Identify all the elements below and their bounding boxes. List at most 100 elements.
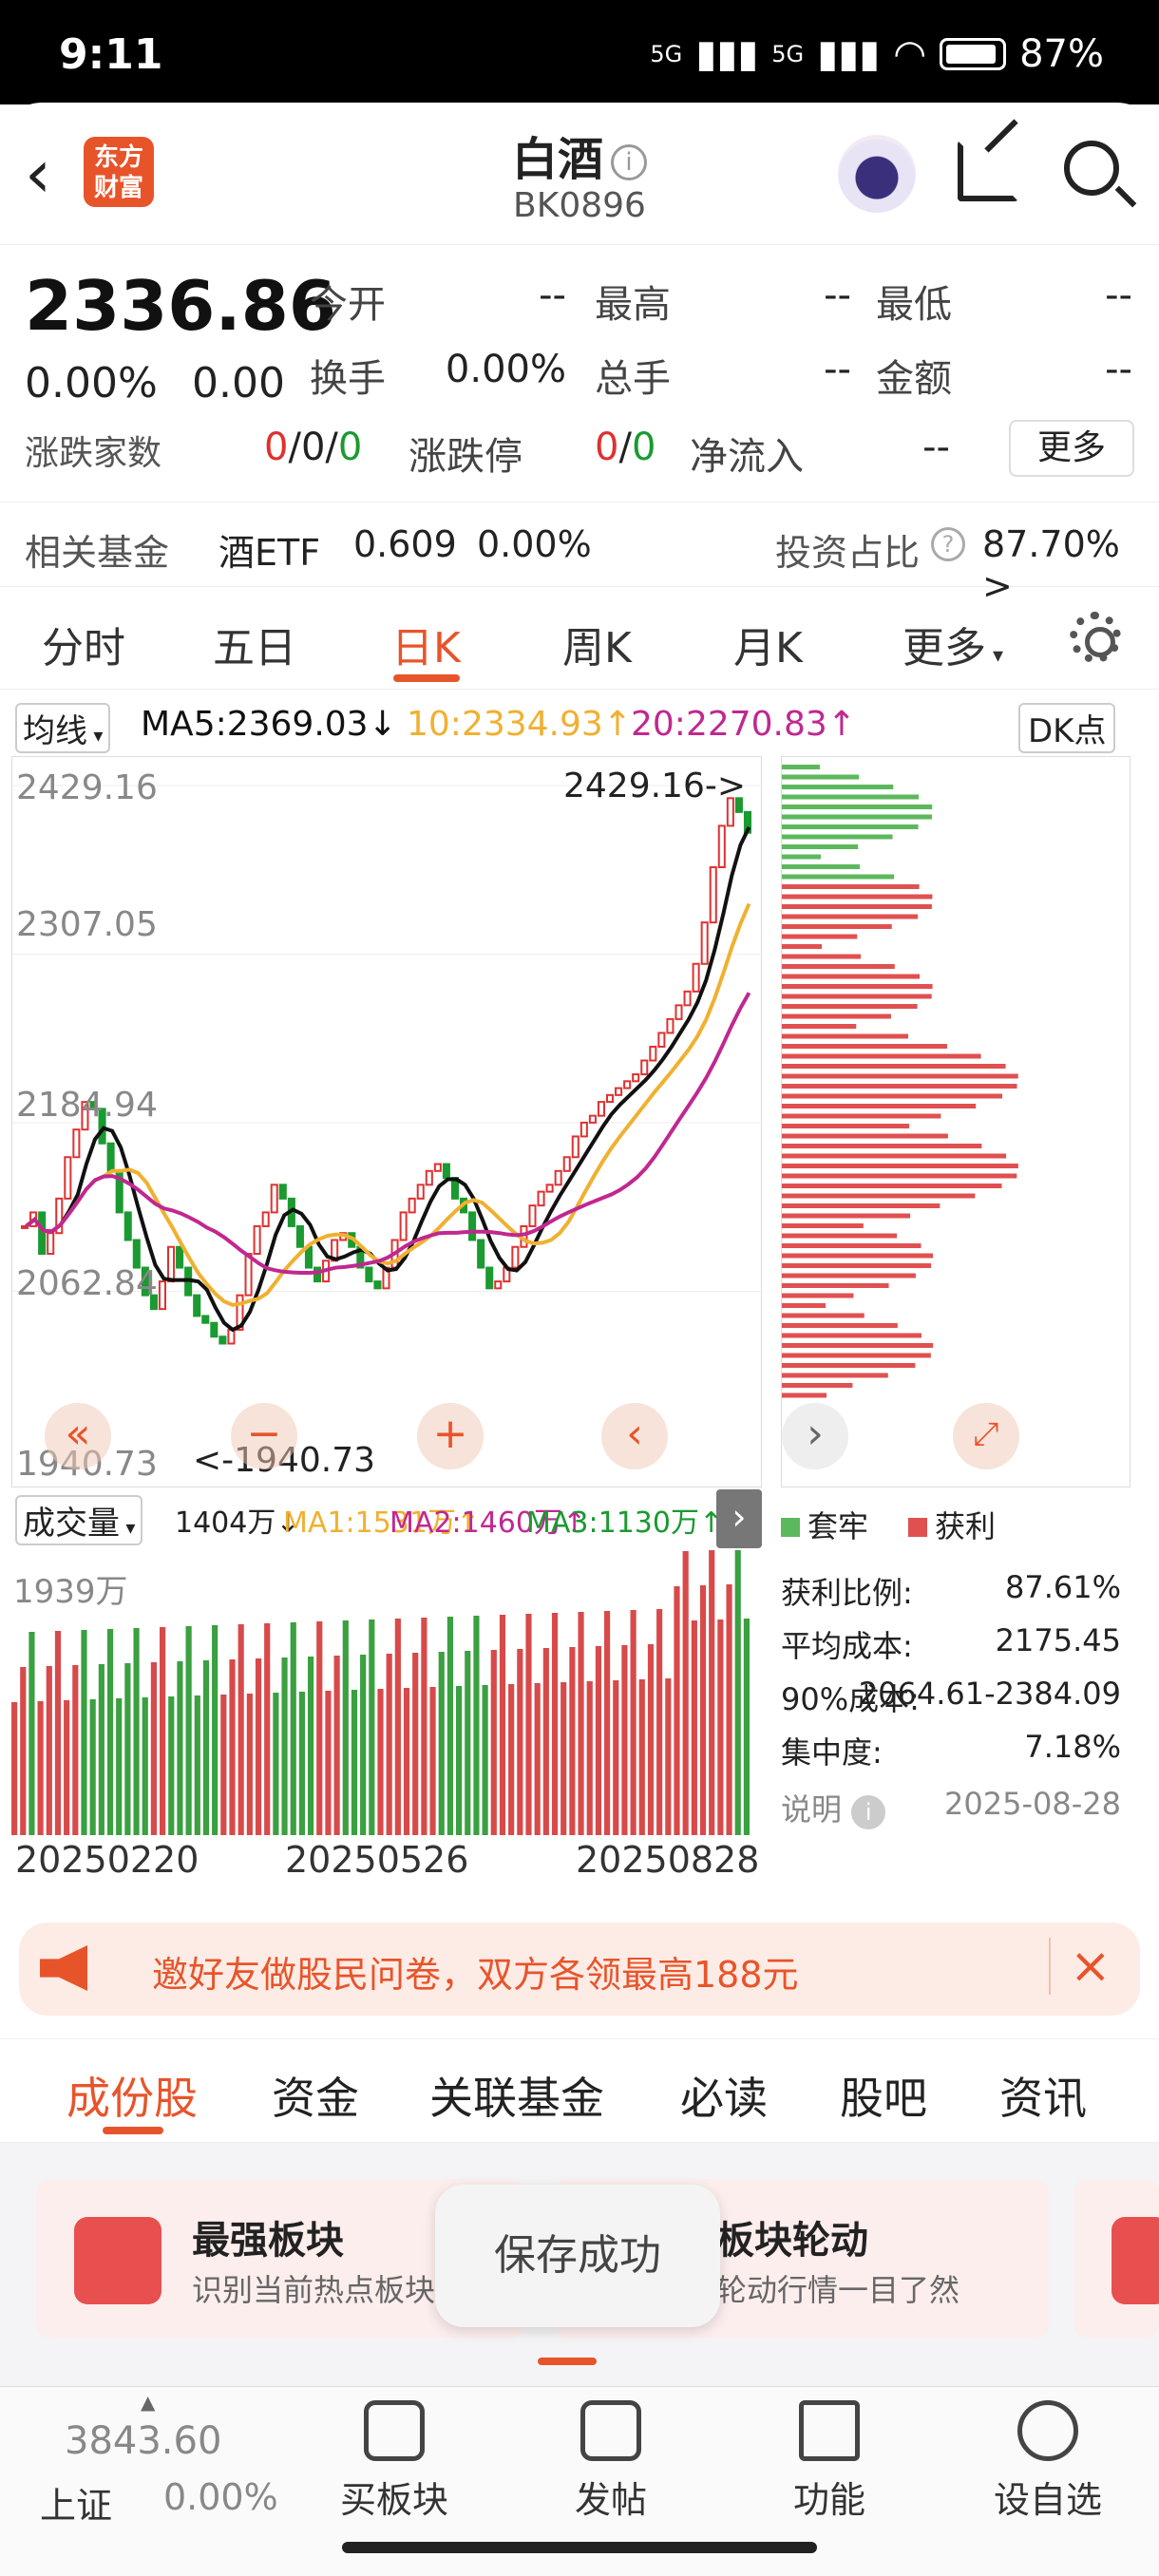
card-third-partial[interactable]	[1074, 2179, 1159, 2339]
chip-bar	[782, 964, 895, 969]
candle	[425, 1169, 433, 1186]
volume-bar	[316, 1621, 323, 1835]
expand-icon[interactable]: ⤢	[953, 1403, 1019, 1469]
tab-intraday[interactable]: 分时	[42, 624, 125, 672]
help-icon[interactable]: ?	[931, 527, 965, 561]
dk-point-button[interactable]: DK点	[1018, 703, 1116, 753]
candle	[511, 1245, 520, 1269]
candle	[494, 1280, 503, 1290]
ma-selector[interactable]: 均线 ▾	[15, 703, 111, 753]
candle	[674, 1004, 683, 1020]
chip-bar	[782, 765, 820, 769]
rewind-icon[interactable]: «	[45, 1403, 111, 1469]
volume-bar	[333, 1656, 340, 1835]
turnover-value: 0.00%	[445, 348, 566, 391]
prev-icon[interactable]: ‹	[601, 1403, 668, 1469]
candle	[64, 1156, 72, 1200]
quote-panel: 2336.86 0.00% 0.00 今开 -- 最高 -- 最低 -- 换手 …	[0, 245, 1159, 587]
volume-bar	[691, 1620, 697, 1835]
volume-chart[interactable]: 成交量 ▾ 1404万↓ MA1:1531万↑ MA2:1460万↑ MA3:1…	[0, 1489, 770, 1907]
tab-daily-k[interactable]: 日K	[391, 624, 461, 672]
tab-news[interactable]: 资讯	[999, 2073, 1087, 2124]
expand-up-icon[interactable]: ▲	[141, 2391, 156, 2414]
nav-functions[interactable]: 功能	[758, 2400, 901, 2523]
stat-date: 2025-08-28	[944, 1786, 1121, 1822]
home-indicator	[342, 2542, 817, 2553]
candle	[528, 1204, 537, 1227]
candle	[132, 1239, 141, 1269]
info-icon[interactable]: i	[611, 144, 647, 180]
tab-monthly-k[interactable]: 月K	[733, 624, 803, 672]
expand-indicators-icon[interactable]: ›	[716, 1489, 762, 1548]
volume-bar	[37, 1701, 44, 1835]
chip-stats: 套牢 获利 获利比例: 87.61% 平均成本: 2175.45 90%成本: …	[781, 1489, 1130, 1831]
volume-value: 1404万↓	[175, 1506, 300, 1540]
nav-post[interactable]: 发帖	[540, 2400, 682, 2523]
gear-icon[interactable]	[1070, 612, 1121, 663]
nav-add-watchlist[interactable]: 设自选	[977, 2400, 1119, 2523]
turnover-label: 换手	[310, 357, 386, 401]
kline-chart[interactable]: 2429.16 2307.05 2184.94 2062.84 1940.73 …	[11, 756, 763, 1487]
chip-distribution-svg	[782, 765, 1018, 1398]
stat-label-1: 获利比例:	[781, 1575, 913, 1611]
volume-bar	[394, 1619, 401, 1835]
zoom-in-icon[interactable]: +	[417, 1403, 484, 1469]
tab-forum[interactable]: 股吧	[840, 2073, 927, 2124]
signal-icon: ▮▮▮	[695, 32, 759, 76]
tab-related-funds[interactable]: 关联基金	[429, 2073, 604, 2124]
candle	[270, 1184, 278, 1214]
chip-bar	[782, 1253, 934, 1259]
assistant-robot-icon[interactable]	[838, 135, 916, 213]
vol-ma2: MA2:1460万↑	[390, 1506, 587, 1540]
volume-bar	[421, 1618, 428, 1835]
share-icon[interactable]	[958, 141, 1018, 201]
more-button[interactable]: 更多	[1009, 420, 1134, 477]
candle	[81, 1101, 89, 1131]
tab-funds-flow[interactable]: 资金	[272, 2073, 359, 2124]
volume-bar	[578, 1612, 584, 1835]
index-name[interactable]: 上证	[40, 2485, 113, 2527]
search-icon[interactable]	[1064, 141, 1119, 196]
tab-five-day[interactable]: 五日	[213, 624, 296, 672]
volume-bar	[621, 1645, 628, 1835]
chip-distribution[interactable]: › ⤢	[781, 756, 1130, 1487]
volume-svg	[11, 1550, 750, 1835]
card-sub-2: 轮动行情一目了然	[716, 2272, 960, 2308]
legend-trapped: 套牢	[781, 1503, 868, 1546]
chip-bar	[782, 1053, 981, 1059]
volume-bar	[377, 1689, 384, 1835]
volume-bar	[238, 1624, 244, 1835]
volume-value: --	[824, 348, 851, 391]
tab-must-read[interactable]: 必读	[680, 2073, 768, 2124]
open-label: 今开	[310, 283, 386, 327]
back-icon[interactable]: ‹	[25, 135, 51, 213]
ma5-label: MA5:2369.03↓	[141, 705, 397, 744]
tab-more[interactable]: 更多 ▾	[902, 624, 1004, 672]
y-tick-3: 2184.94	[16, 1086, 158, 1125]
nav-buy-sector[interactable]: 买板块	[323, 2400, 466, 2523]
close-icon[interactable]: ×	[1049, 1938, 1112, 1995]
legend-profit: 获利	[908, 1503, 996, 1546]
card-title-2: 板块轮动	[716, 2219, 868, 2263]
promo-banner[interactable]: 邀好友做股民问卷，双方各领最高188元 ×	[19, 1923, 1140, 2016]
chip-bar	[782, 1044, 947, 1049]
limit-values: 0/0	[595, 426, 656, 469]
stat-label-3: 90%成本:	[781, 1681, 920, 1717]
candle	[468, 1211, 477, 1241]
index-change: 0.00%	[163, 2476, 278, 2518]
chip-bar	[782, 1313, 864, 1318]
volume-selector[interactable]: 成交量 ▾	[15, 1495, 143, 1545]
related-fund-row[interactable]: 相关基金 酒ETF 0.609 0.00% 投资占比 ? 87.70% >	[0, 502, 1159, 607]
tab-constituents[interactable]: 成份股	[66, 2073, 198, 2124]
candle	[623, 1080, 632, 1089]
collapse-icon[interactable]: ›	[782, 1403, 848, 1469]
zoom-out-icon[interactable]: −	[231, 1403, 297, 1469]
chip-bar	[782, 1133, 948, 1139]
chip-bar	[782, 1124, 910, 1128]
candle	[433, 1163, 442, 1172]
volume-y-tick: 1939万	[13, 1573, 128, 1611]
tab-weekly-k[interactable]: 周K	[562, 624, 632, 672]
note-label[interactable]: 说明 i	[781, 1786, 886, 1829]
volume-bar	[525, 1614, 532, 1835]
fund-name[interactable]: 酒ETF	[218, 532, 321, 574]
